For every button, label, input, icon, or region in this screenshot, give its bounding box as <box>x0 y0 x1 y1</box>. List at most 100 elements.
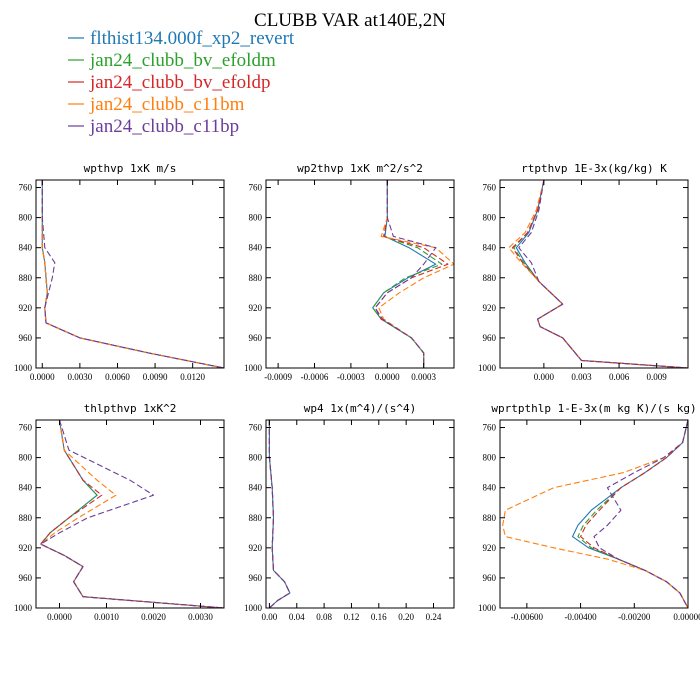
y-tick-label: 800 <box>249 213 263 223</box>
figure-title: CLUBB VAR at140E,2N <box>254 10 446 31</box>
series-line <box>571 419 689 609</box>
y-tick-label: 920 <box>249 543 263 553</box>
y-tick-label: 840 <box>249 483 263 493</box>
y-tick-label: 800 <box>19 213 33 223</box>
series-line <box>518 179 689 369</box>
x-tick-label: 0.0030 <box>188 612 213 622</box>
y-tick-label: 840 <box>483 483 497 493</box>
series-line <box>372 180 437 368</box>
x-tick-label: 0.0090 <box>143 372 168 382</box>
y-tick-label: 960 <box>483 573 497 583</box>
series-line <box>580 419 689 609</box>
plot-frame <box>265 419 455 609</box>
y-tick-label: 920 <box>483 543 497 553</box>
x-tick-label: -0.0003 <box>337 372 365 382</box>
y-tick-label: 760 <box>19 423 33 433</box>
panel-title: wp4 1x(m^4)/(s^4) <box>304 402 417 415</box>
y-tick-label: 840 <box>19 483 33 493</box>
y-tick-label: 920 <box>483 303 497 313</box>
legend: flthist134.000f_xp2_revertjan24_clubb_bv… <box>68 28 295 137</box>
x-tick-label: 0.20 <box>398 612 414 622</box>
legend-label: jan24_clubb_bv_efoldp <box>89 72 270 93</box>
panel-title: wp2thvp 1xK m^2/s^2 <box>297 162 423 175</box>
x-tick-label: 0.003 <box>571 372 592 382</box>
chart-panel-5: wp4 1x(m^4)/(s^4)76080084088092096010000… <box>244 402 455 622</box>
y-tick-label: 1000 <box>14 603 33 613</box>
y-tick-label: 880 <box>249 513 263 523</box>
y-tick-label: 880 <box>249 273 263 283</box>
plot-frame <box>499 179 689 369</box>
series-line <box>268 420 291 609</box>
plot-frame <box>499 419 689 609</box>
panel-title: thlpthvp 1xK^2 <box>84 402 177 415</box>
legend-label: jan24_clubb_c11bm <box>89 94 245 115</box>
plot-frame <box>35 179 225 369</box>
chart-panel-4: thlpthvp 1xK^2 760 800 840 880 920 960 1000 0.00… <box>14 402 225 622</box>
x-tick-label: 0.0020 <box>141 612 166 622</box>
panel-title: wpthvp 1xK m/s <box>84 162 177 175</box>
legend-label: flthist134.000f_xp2_revert <box>90 28 295 49</box>
y-tick-label: 880 <box>483 273 497 283</box>
x-tick-label: 0.0003 <box>411 372 436 382</box>
y-tick-label: 840 <box>19 243 33 253</box>
y-tick-label: 760 <box>19 183 33 193</box>
chart-panel-3: rtpthvp 1E-3x(kg/kg) K 760 800 840 880 920 960… <box>478 162 689 382</box>
x-tick-label: -0.00200 <box>618 612 651 622</box>
series-line <box>374 180 449 368</box>
y-tick-label: 920 <box>19 303 33 313</box>
y-tick-label: 1000 <box>478 363 497 373</box>
series-line <box>268 420 291 609</box>
x-tick-label: 0.24 <box>426 612 442 622</box>
legend-item: jan24_clubb_bv_efoldp <box>68 72 270 93</box>
chart-panel-2: wp2thvp 1xK m^2/s^2 760 800 840 880 920 960 100… <box>244 162 455 382</box>
x-tick-label: 0.00 <box>262 612 278 622</box>
y-tick-label: 960 <box>249 333 263 343</box>
y-tick-label: 760 <box>483 423 497 433</box>
legend-item: jan24_clubb_c11bm <box>68 94 245 115</box>
y-tick-label: 800 <box>483 213 497 223</box>
series-line <box>515 179 689 369</box>
x-tick-label: 0.0010 <box>94 612 119 622</box>
x-tick-label: -0.0009 <box>264 372 292 382</box>
x-tick-label: 0.0060 <box>105 372 130 382</box>
series-line <box>593 419 689 609</box>
y-tick-label: 1000 <box>244 363 263 373</box>
panel-title: wprtpthlp 1-E-3x(m kg K)/(s kg) <box>491 402 696 415</box>
y-tick-label: 880 <box>483 513 497 523</box>
y-tick-label: 760 <box>249 183 263 193</box>
y-tick-label: 960 <box>19 333 33 343</box>
y-tick-label: 1000 <box>14 363 33 373</box>
x-tick-label: 0.006 <box>609 372 630 382</box>
plot-frame <box>265 179 455 369</box>
x-tick-label: 0.00000 <box>673 612 700 622</box>
x-tick-label: 0.0000 <box>30 372 55 382</box>
y-tick-label: 760 <box>483 183 497 193</box>
y-tick-label: 840 <box>249 243 263 253</box>
series-line <box>41 180 225 369</box>
x-tick-label: 0.0000 <box>47 612 72 622</box>
x-tick-label: 0.12 <box>344 612 360 622</box>
y-tick-label: 800 <box>19 453 33 463</box>
x-tick-label: 0.009 <box>647 372 668 382</box>
x-tick-label: 0.04 <box>289 612 305 622</box>
series-line <box>577 419 689 609</box>
legend-label: jan24_clubb_bv_efoldm <box>89 50 276 71</box>
series-line <box>41 180 225 369</box>
series-line <box>268 420 291 609</box>
x-tick-label: 0.0120 <box>180 372 205 382</box>
x-tick-label: 0.16 <box>371 612 387 622</box>
y-tick-label: 880 <box>19 273 33 283</box>
series-line <box>508 179 689 369</box>
legend-item: jan24_clubb_bv_efoldm <box>68 50 276 71</box>
legend-item: flthist134.000f_xp2_revert <box>68 28 295 49</box>
chart-panel-6: wprtpthlp 1-E-3x(m kg K)/(s kg) 760 800 840… <box>478 402 700 622</box>
x-tick-label: -0.00400 <box>564 612 597 622</box>
y-tick-label: 800 <box>483 453 497 463</box>
legend-label: jan24_clubb_c11bp <box>89 116 239 137</box>
x-tick-label: 0.0030 <box>67 372 92 382</box>
chart-panel-1: wpthvp 1xK m/s76080084088092096010000.00… <box>14 162 225 382</box>
x-tick-label: 0.000 <box>534 372 555 382</box>
series-line <box>502 419 689 609</box>
panel-title: rtpthvp 1E-3x(kg/kg) K <box>521 162 667 175</box>
